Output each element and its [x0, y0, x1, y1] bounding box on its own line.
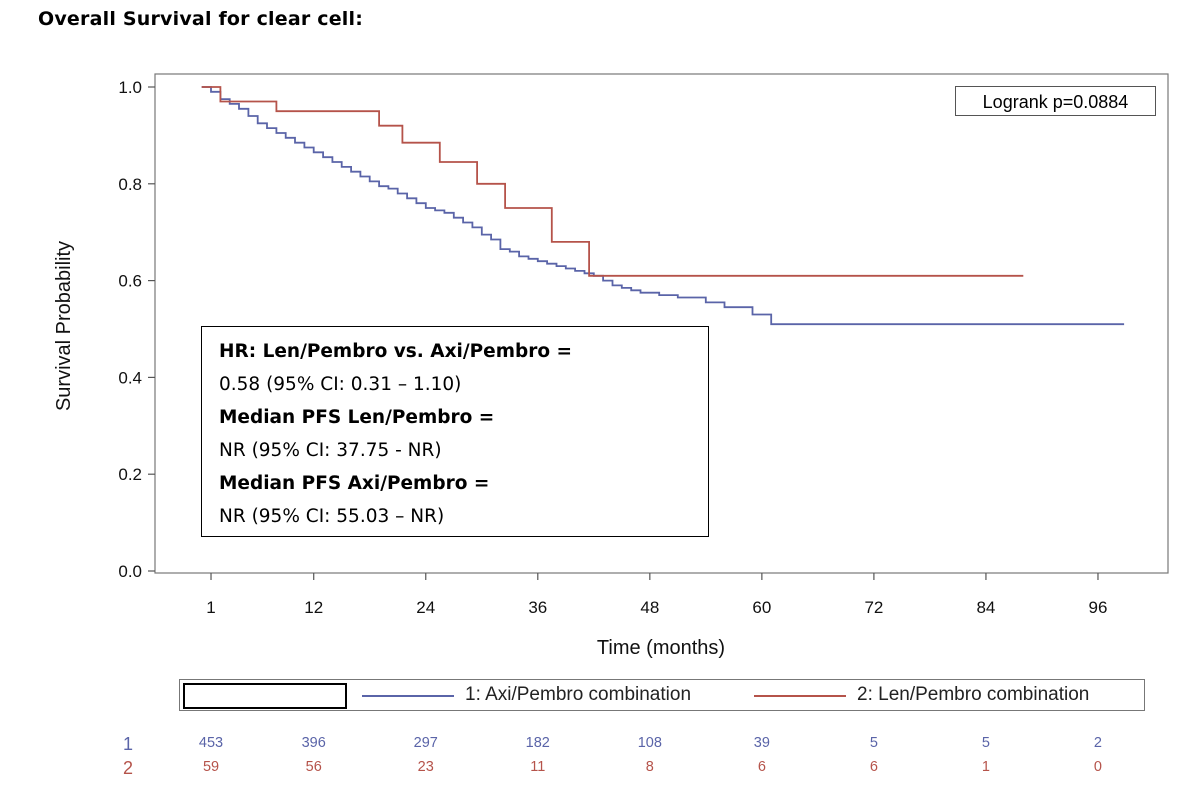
risk-count: 59 [202, 759, 220, 775]
risk-row-1-label: 1 [123, 734, 134, 754]
risk-count: 396 [301, 735, 326, 751]
legend-line-series-1 [362, 695, 454, 697]
logrank-box: Logrank p=0.0884 [955, 86, 1156, 116]
risk-count: 0 [1093, 759, 1102, 775]
x-tick-label: 84 [976, 598, 995, 617]
chart-title: Overall Survival for clear cell: [38, 8, 364, 30]
risk-count: 6 [869, 759, 878, 775]
x-tick-label: 48 [640, 598, 659, 617]
risk-row-2-label: 2 [123, 758, 134, 778]
hr-line-2: 0.58 (95% CI: 0.31 – 1.10) [219, 374, 462, 395]
legend-label-series-2: 2: Len/Pembro combination [857, 684, 1090, 705]
risk-count: 2 [1093, 735, 1102, 751]
legend-line-series-2 [754, 695, 846, 697]
x-tick-label: 60 [752, 598, 771, 617]
hr-line-1: HR: Len/Pembro vs. Axi/Pembro = [219, 341, 573, 362]
y-tick-label: 0.2 [118, 465, 142, 484]
hr-line-3: Median PFS Len/Pembro = [219, 407, 495, 428]
risk-count: 56 [305, 759, 322, 775]
risk-count: 108 [637, 735, 662, 751]
y-tick-label: 1.0 [118, 78, 142, 97]
risk-count: 182 [525, 735, 550, 751]
risk-count: 8 [645, 759, 654, 775]
hr-line-4: NR (95% CI: 37.75 - NR) [219, 440, 442, 461]
risk-count: 6 [757, 759, 766, 775]
hr-line-6: NR (95% CI: 55.03 – NR) [219, 506, 445, 527]
x-tick-label: 24 [416, 598, 435, 617]
x-tick-label: 36 [528, 598, 547, 617]
x-tick-label: 72 [864, 598, 883, 617]
survival-curve-series-2 [201, 86, 1024, 277]
hr-line-5: Median PFS Axi/Pembro = [219, 473, 490, 494]
legend-label-series-1: 1: Axi/Pembro combination [465, 684, 692, 705]
risk-count: 23 [417, 759, 434, 775]
risk-count: 11 [530, 759, 546, 775]
x-tick-label: 12 [304, 598, 323, 617]
survival-curve-series-1 [201, 86, 1125, 326]
hazard-ratio-box: HR: Len/Pembro vs. Axi/Pembro = 0.58 (95… [201, 326, 709, 537]
risk-count: 1 [981, 759, 990, 775]
risk-count: 39 [753, 735, 770, 751]
x-tick-label: 1 [206, 598, 215, 617]
risk-count: 5 [981, 735, 990, 751]
risk-count: 297 [413, 735, 438, 751]
y-tick-label: 0.8 [118, 175, 142, 194]
legend: 1: Axi/Pembro combination 2: Len/Pembro … [179, 679, 1145, 711]
y-tick-label: 0.4 [118, 368, 142, 387]
y-tick-label: 0.6 [118, 272, 142, 291]
legend-blank-box [183, 683, 347, 709]
risk-count: 453 [198, 735, 224, 751]
risk-count: 5 [869, 735, 878, 751]
y-axis-title: Survival Probability [53, 241, 75, 411]
x-axis-title: Time (months) [597, 637, 725, 659]
x-tick-label: 96 [1089, 598, 1108, 617]
y-tick-label: 0.0 [118, 562, 142, 581]
